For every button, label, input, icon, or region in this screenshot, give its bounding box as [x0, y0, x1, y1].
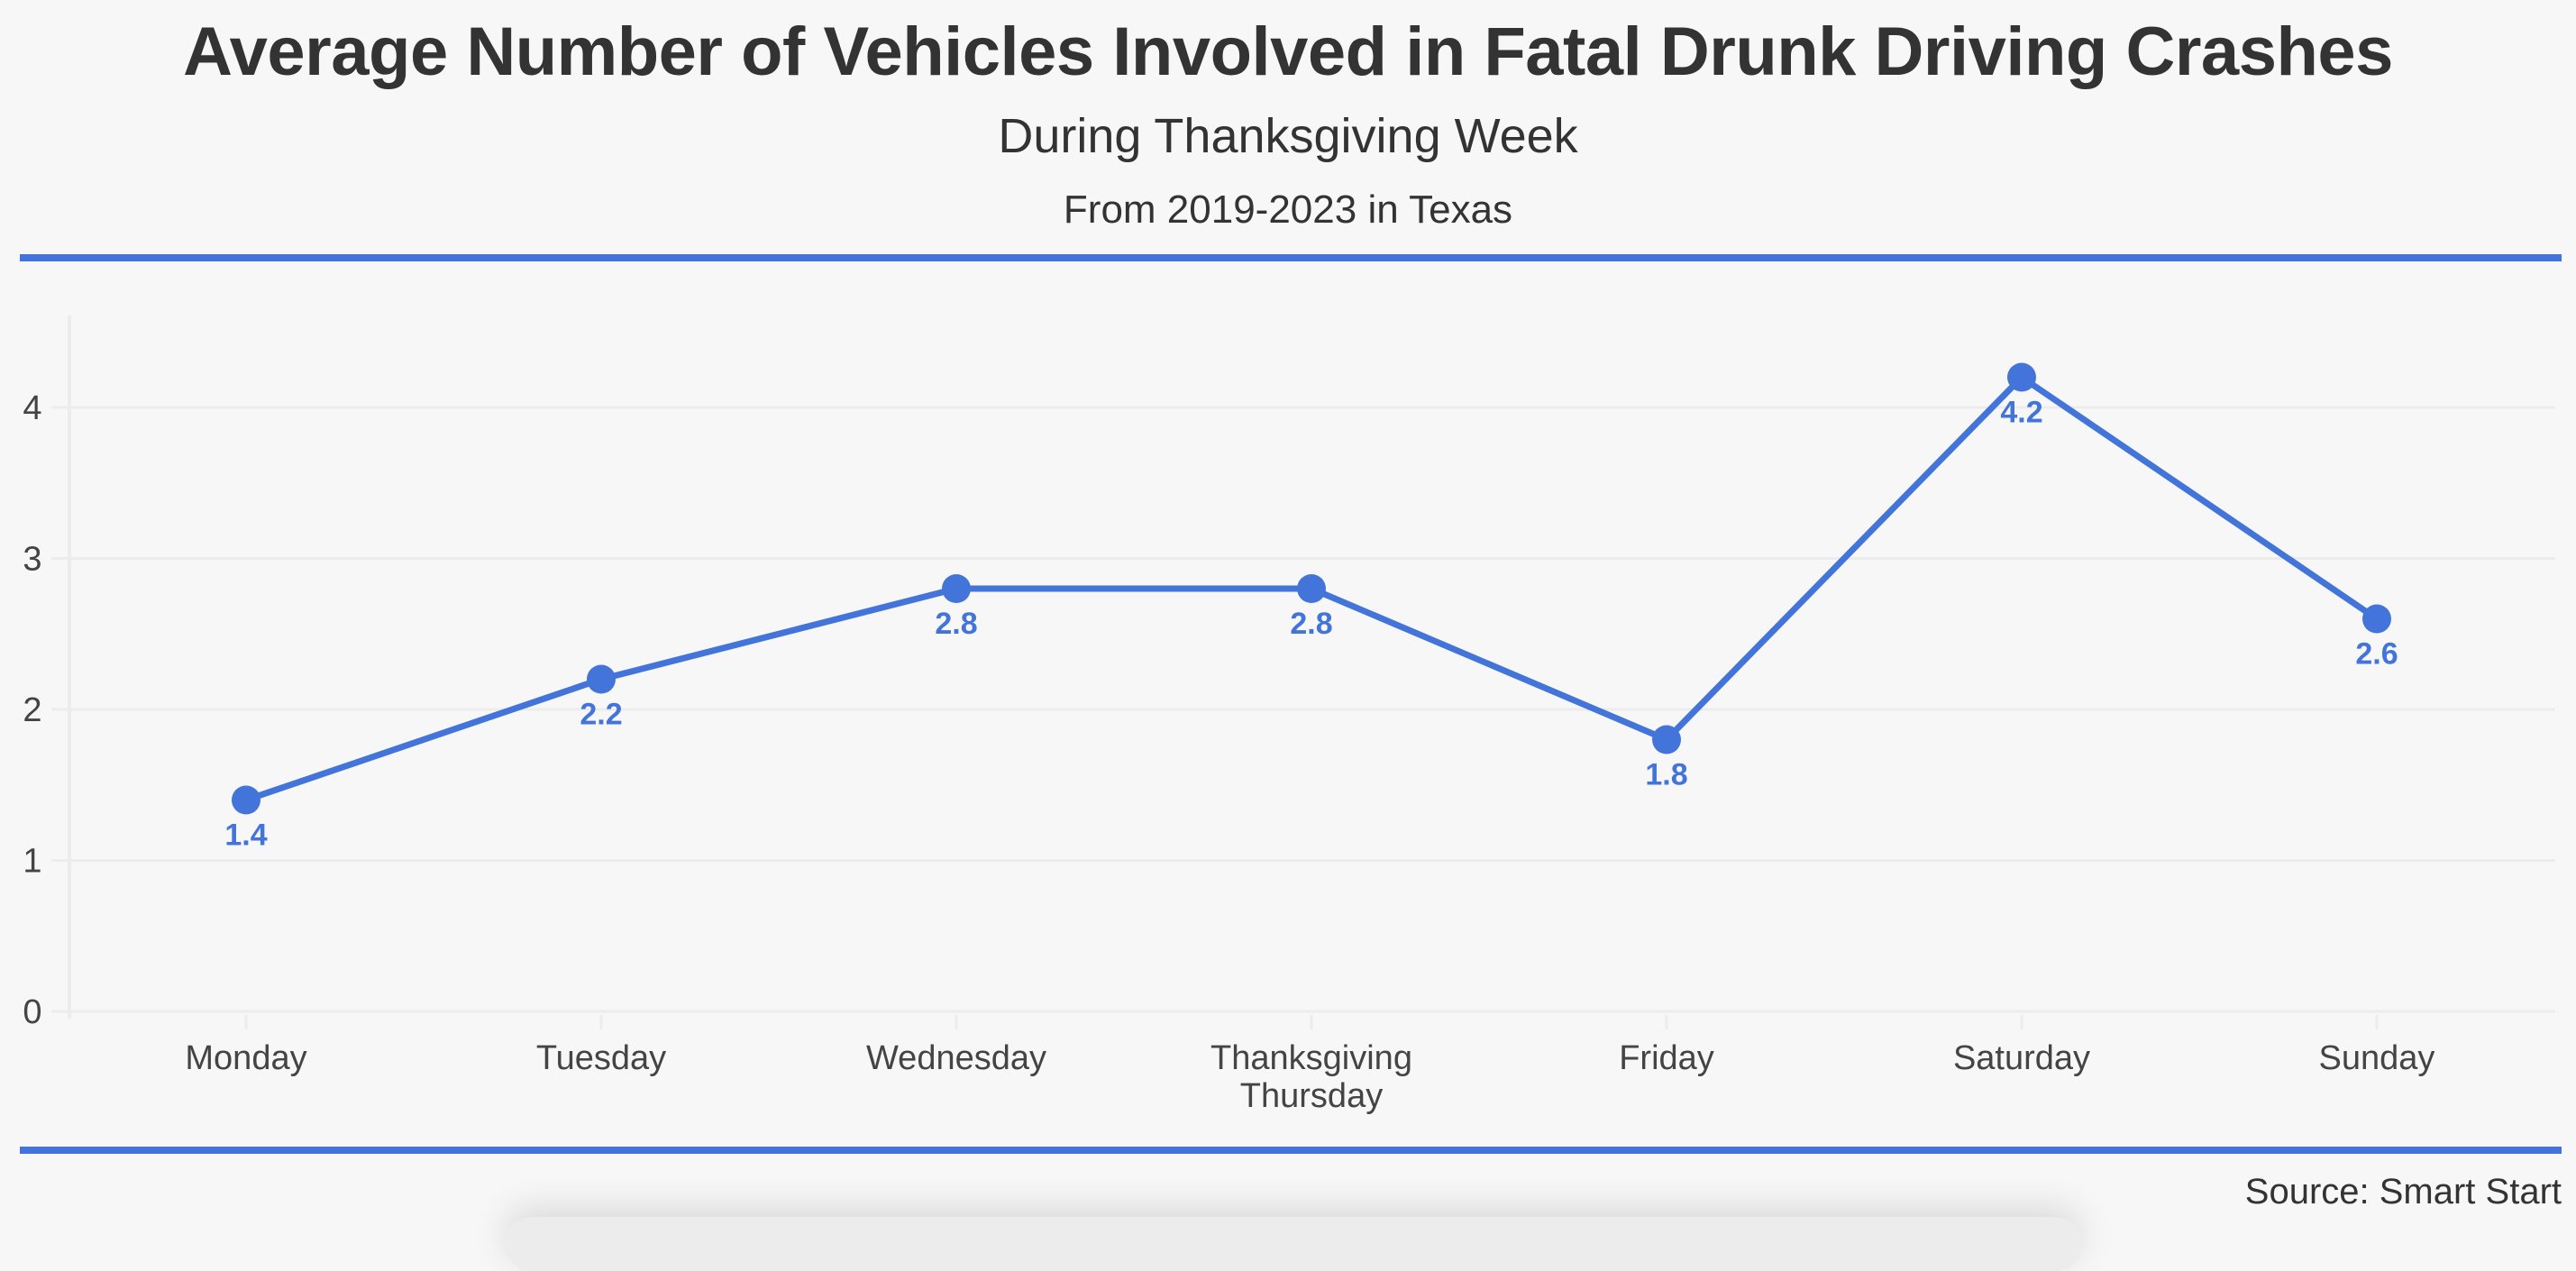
data-label: 2.8: [935, 607, 977, 641]
data-label: 1.8: [1645, 758, 1687, 792]
overlay-shadow: [505, 1217, 2082, 1271]
y-tick-label: 1: [23, 843, 41, 881]
y-tick-label: 2: [23, 691, 41, 729]
x-tick-label-line: Friday: [1619, 1039, 1714, 1077]
x-tick-label: Monday: [185, 1039, 306, 1077]
x-tick-label: Tuesday: [536, 1039, 666, 1077]
gridlines: [51, 406, 2555, 1013]
x-tick-label-line: Sunday: [2319, 1039, 2435, 1077]
data-points: [232, 362, 2391, 815]
chart-title: Average Number of Vehicles Involved in F…: [183, 14, 2393, 90]
data-label: 1.4: [224, 818, 267, 853]
x-tick-label-line: Wednesday: [866, 1039, 1046, 1077]
chart-subtitle: During Thanksgiving Week: [998, 109, 1578, 163]
x-tick-label: Saturday: [1953, 1039, 2090, 1077]
data-label: 2.8: [1290, 607, 1332, 641]
data-label: 2.2: [580, 698, 622, 732]
x-tick-label: Thanksgiving Thursday: [1210, 1039, 1412, 1115]
data-label: 2.6: [2355, 637, 2398, 672]
x-tick-label-line: Thursday: [1240, 1077, 1383, 1115]
data-point: [1297, 574, 1326, 603]
x-tick-label: Friday: [1619, 1039, 1714, 1077]
data-point: [1652, 725, 1681, 754]
x-tick-label-line: Saturday: [1953, 1039, 2090, 1077]
data-point: [2362, 604, 2391, 634]
y-tick-label: 4: [23, 389, 41, 427]
x-tick-label-line: Thanksgiving: [1210, 1039, 1412, 1077]
x-tick-label-line: Tuesday: [536, 1039, 666, 1077]
y-tick-label: 3: [23, 541, 41, 579]
data-label: 4.2: [2000, 396, 2042, 430]
x-tick-label: Sunday: [2319, 1039, 2435, 1077]
y-tick-label: 0: [23, 993, 41, 1031]
top-divider: [20, 254, 2562, 261]
data-point: [587, 664, 616, 694]
data-point: [2007, 362, 2036, 392]
data-point: [232, 785, 260, 815]
x-tick-label: Wednesday: [866, 1039, 1046, 1077]
bottom-divider: [20, 1147, 2562, 1154]
data-labels: 1.4 2.2 2.8 2.8 1.8 4.2 2.6: [224, 396, 2398, 853]
source-note: Source: Smart Start: [2244, 1172, 2562, 1212]
x-tick-label-line: Monday: [185, 1039, 306, 1077]
axes: 0 1 2 3 4 Monday Tuesday Wednesday Thanksgiving T…: [23, 315, 2434, 1115]
line-chart: 0 1 2 3 4 Monday Tuesday Wednesday Thanksgiving T…: [23, 315, 2555, 1115]
chart-subtitle-date-range: From 2019-2023 in Texas: [1063, 187, 1513, 232]
data-point: [942, 574, 971, 603]
